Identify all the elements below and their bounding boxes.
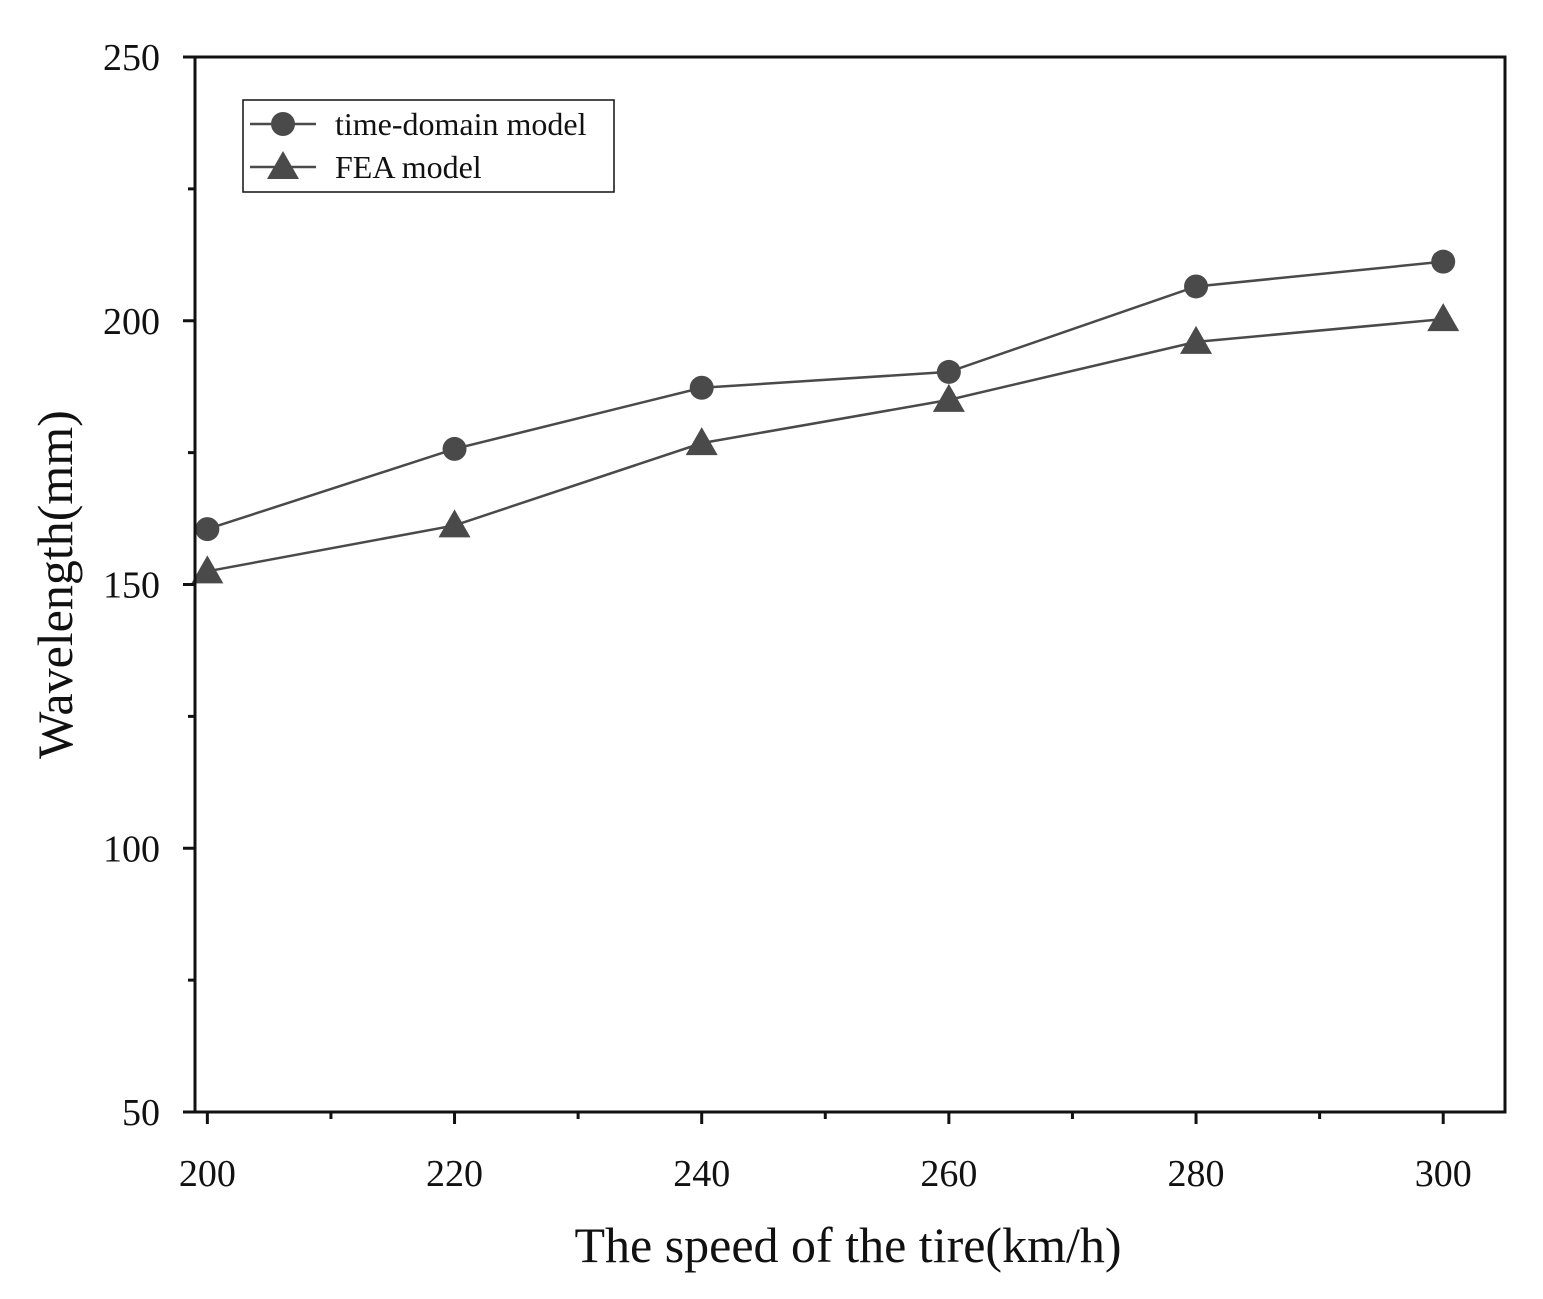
- x-tick-label: 280: [1168, 1153, 1225, 1195]
- circle-marker: [271, 112, 295, 136]
- series-line: [207, 317, 1444, 573]
- y-tick-label: 250: [103, 37, 160, 79]
- circle-marker: [195, 517, 220, 542]
- series-fea-model: [191, 303, 1460, 584]
- legend-label: FEA model: [335, 149, 482, 185]
- y-tick-label: 150: [103, 565, 160, 607]
- series-time-domain-model: [195, 249, 1456, 542]
- triangle-marker: [267, 151, 299, 179]
- circle-marker: [1431, 249, 1456, 274]
- triangle-marker: [1427, 303, 1460, 332]
- series-layer: [191, 249, 1460, 584]
- triangle-marker: [438, 509, 471, 538]
- circle-marker: [689, 375, 714, 400]
- legend-label: time-domain model: [335, 106, 587, 142]
- triangle-marker: [1180, 325, 1213, 354]
- triangle-marker: [191, 555, 224, 584]
- legend-box: [242, 99, 615, 193]
- series-line: [206, 260, 1444, 531]
- x-tick-label: 240: [673, 1153, 730, 1195]
- circle-marker: [442, 436, 467, 461]
- x-tick-label: 260: [920, 1153, 977, 1195]
- y-tick-label: 50: [122, 1092, 160, 1134]
- x-axis-title: The speed of the tire(km/h): [574, 1217, 1121, 1273]
- triangle-marker: [932, 383, 965, 412]
- x-tick-label: 200: [179, 1153, 236, 1195]
- x-tick-label: 300: [1415, 1153, 1472, 1195]
- circle-marker: [936, 359, 961, 384]
- ticks-layer: 200 220 240 260 280 300 50 100 150 200 250: [103, 37, 1472, 1195]
- y-axis-title: Wavelength(mm): [27, 410, 83, 759]
- circle-marker: [1184, 274, 1209, 299]
- y-tick-label: 100: [103, 828, 160, 870]
- legend: time-domain model FEA model: [242, 99, 615, 193]
- triangle-marker: [685, 427, 718, 456]
- x-tick-label: 220: [426, 1153, 483, 1195]
- y-tick-label: 200: [103, 301, 160, 343]
